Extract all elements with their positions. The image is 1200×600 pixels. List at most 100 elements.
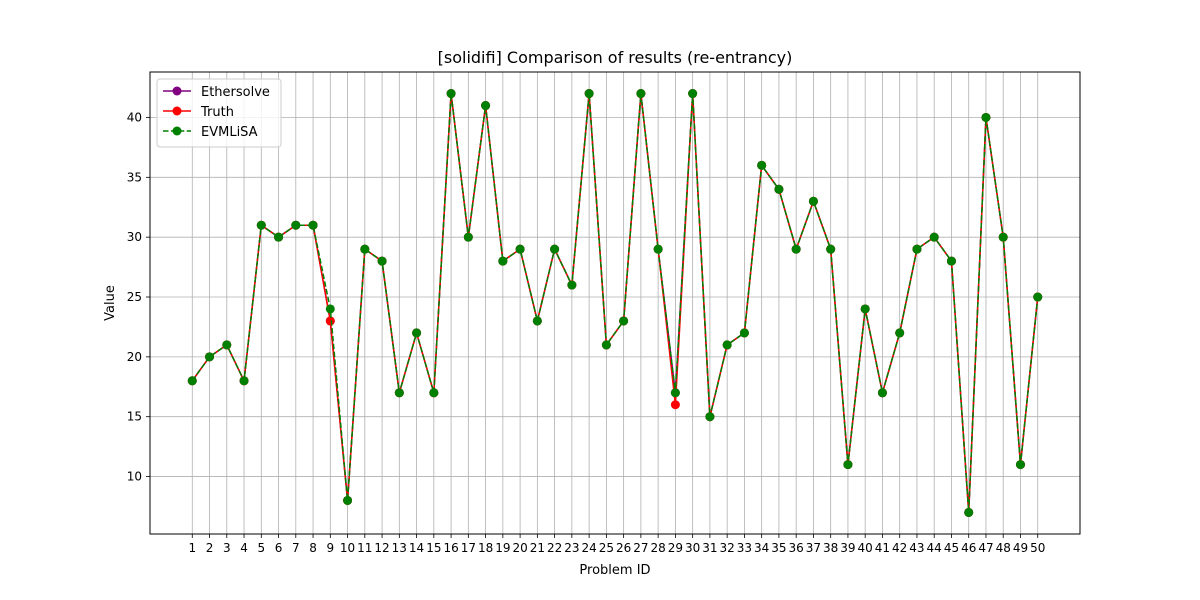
legend-box xyxy=(156,78,282,148)
legend: Ethersolve Truth EVMLiSA xyxy=(156,78,282,148)
legend-label: EVMLiSA xyxy=(201,125,258,140)
legend-label: Ethersolve xyxy=(201,85,270,100)
x-tick-label: 19 xyxy=(495,541,510,555)
x-tick-label: 47 xyxy=(978,541,993,555)
x-tick-label: 11 xyxy=(357,541,372,555)
data-point xyxy=(895,328,905,338)
y-tick-label: 15 xyxy=(127,410,142,424)
data-point xyxy=(325,304,335,314)
data-point xyxy=(826,244,836,254)
data-point xyxy=(343,495,353,505)
data-point xyxy=(757,160,767,170)
data-point xyxy=(860,304,870,314)
legend-marker xyxy=(172,86,182,96)
x-tick-label: 46 xyxy=(961,541,976,555)
series-truth xyxy=(187,89,1043,517)
x-tick-label: 49 xyxy=(1013,541,1028,555)
x-tick-label: 17 xyxy=(461,541,476,555)
data-point xyxy=(1033,292,1043,302)
data-point xyxy=(998,232,1008,242)
x-tick-label: 21 xyxy=(530,541,545,555)
data-point xyxy=(446,89,456,99)
y-tick-label: 20 xyxy=(127,350,142,364)
data-point xyxy=(877,388,887,398)
chart-title: [solidifi] Comparison of results (re-ent… xyxy=(438,48,793,67)
x-tick-label: 31 xyxy=(702,541,717,555)
x-tick-label: 41 xyxy=(875,541,890,555)
x-tick-label: 23 xyxy=(564,541,579,555)
data-point xyxy=(515,244,525,254)
data-point xyxy=(187,376,197,386)
x-tick-label: 40 xyxy=(858,541,873,555)
x-tick-label: 43 xyxy=(909,541,924,555)
x-tick-label: 15 xyxy=(426,541,441,555)
data-point xyxy=(619,316,629,326)
x-tick-label: 39 xyxy=(840,541,855,555)
x-tick-label: 14 xyxy=(409,541,424,555)
x-tick-label: 12 xyxy=(374,541,389,555)
data-point xyxy=(912,244,922,254)
series-ethersolve xyxy=(187,89,1043,517)
y-tick-label: 10 xyxy=(127,470,142,484)
data-point xyxy=(412,328,422,338)
series-line xyxy=(191,92,1039,514)
data-point xyxy=(394,388,404,398)
data-point xyxy=(688,89,698,99)
x-tick-label: 18 xyxy=(478,541,493,555)
x-tick-label: 42 xyxy=(892,541,907,555)
data-point xyxy=(981,112,991,122)
data-point xyxy=(308,220,318,230)
data-point xyxy=(791,244,801,254)
legend-marker xyxy=(172,106,182,116)
data-point xyxy=(722,340,732,350)
x-tick-label: 7 xyxy=(292,541,300,555)
x-tick-label: 5 xyxy=(257,541,265,555)
x-tick-label: 32 xyxy=(720,541,735,555)
y-tick-label: 40 xyxy=(127,110,142,124)
x-tick-label: 4 xyxy=(240,541,248,555)
data-point xyxy=(291,220,301,230)
x-tick-label: 1 xyxy=(188,541,196,555)
data-point xyxy=(739,328,749,338)
x-tick-label: 3 xyxy=(223,541,231,555)
y-axis-label: Value xyxy=(103,285,118,321)
x-tick-label: 35 xyxy=(771,541,786,555)
legend-marker xyxy=(172,126,182,136)
axis-ticks: 1 2 3 4 5 6 7 8 9 10 11 12 13 14 15 16 17 18 19 20 21 22 23 24 2… xyxy=(127,110,1046,555)
data-point xyxy=(601,340,611,350)
series-evmlisa xyxy=(187,89,1043,517)
data-point xyxy=(584,89,594,99)
legend-item-truth: Truth xyxy=(163,105,234,120)
data-point xyxy=(463,232,473,242)
series-line xyxy=(191,92,1039,514)
data-point xyxy=(946,256,956,266)
x-tick-label: 6 xyxy=(275,541,283,555)
x-tick-label: 45 xyxy=(944,541,959,555)
data-point xyxy=(256,220,266,230)
y-tick-label: 35 xyxy=(127,170,142,184)
data-point xyxy=(964,507,974,517)
data-point xyxy=(498,256,508,266)
data-point xyxy=(532,316,542,326)
x-tick-label: 10 xyxy=(340,541,355,555)
x-tick-label: 9 xyxy=(326,541,334,555)
data-point xyxy=(550,244,560,254)
data-point xyxy=(705,412,715,422)
x-tick-label: 44 xyxy=(927,541,942,555)
x-tick-label: 26 xyxy=(616,541,631,555)
x-tick-label: 30 xyxy=(685,541,700,555)
x-tick-label: 29 xyxy=(668,541,683,555)
x-tick-label: 37 xyxy=(806,541,821,555)
data-point xyxy=(670,388,680,398)
data-point xyxy=(843,460,853,470)
y-tick-label: 25 xyxy=(127,290,142,304)
data-point xyxy=(653,244,663,254)
data-point xyxy=(774,184,784,194)
data-point xyxy=(670,400,680,410)
data-point xyxy=(808,196,818,206)
data-point xyxy=(360,244,370,254)
data-point xyxy=(929,232,939,242)
series-line xyxy=(191,92,1039,514)
legend-item-ethersolve: Ethersolve xyxy=(163,85,270,100)
y-tick-label: 30 xyxy=(127,230,142,244)
